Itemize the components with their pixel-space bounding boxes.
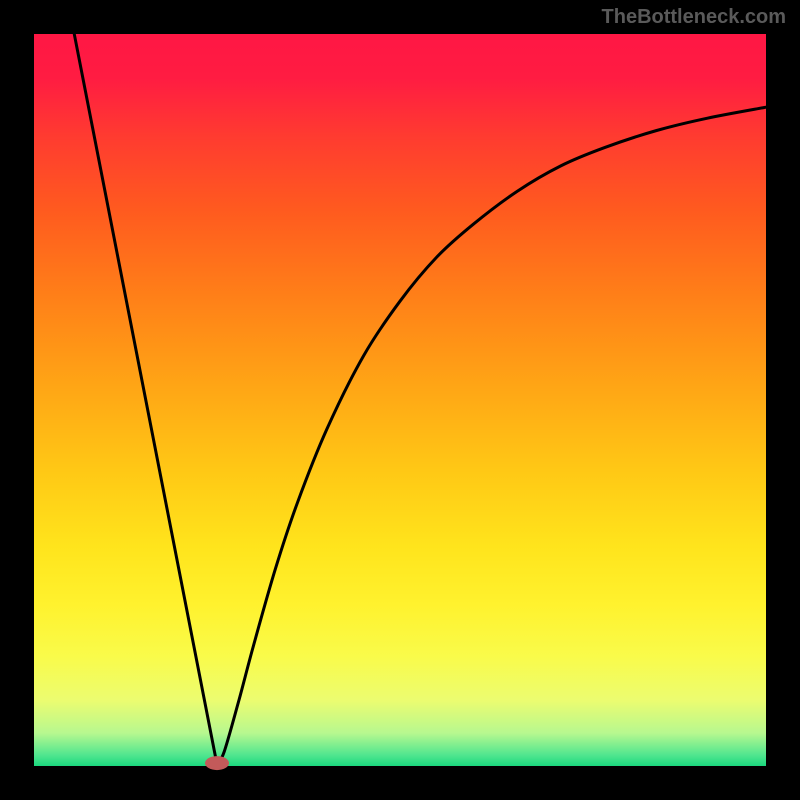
chart-container: TheBottleneck.com (0, 0, 800, 800)
watermark-text: TheBottleneck.com (602, 6, 786, 29)
gradient-background (34, 34, 766, 766)
optimal-point-marker (205, 756, 229, 770)
bottleneck-chart (0, 0, 800, 800)
